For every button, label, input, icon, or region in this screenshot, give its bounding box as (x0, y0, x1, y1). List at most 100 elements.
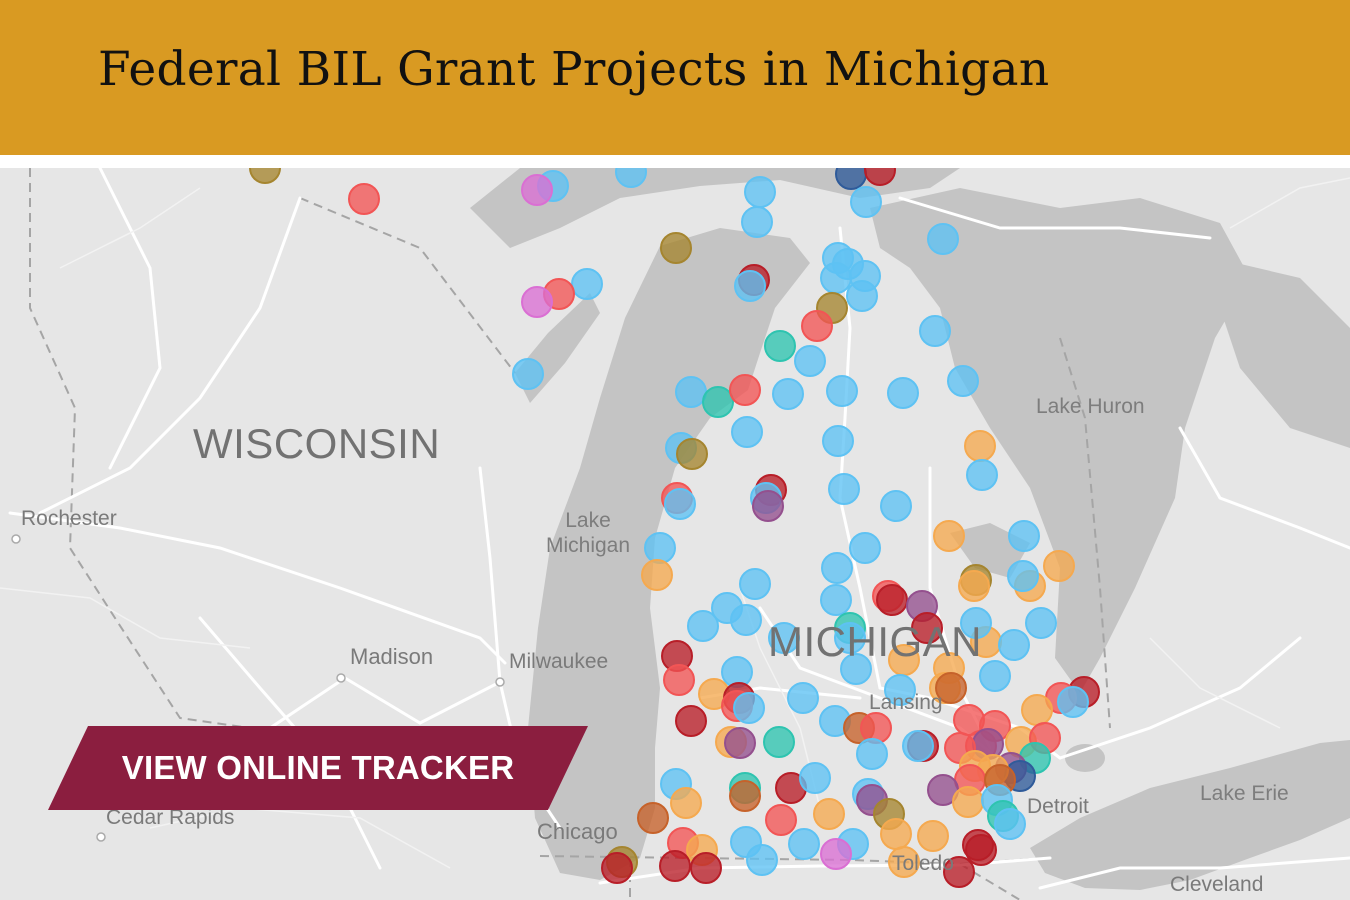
project-marker-blue[interactable] (834, 622, 866, 654)
project-marker-blue[interactable] (966, 459, 998, 491)
project-marker-blue[interactable] (746, 844, 778, 876)
project-marker-blue[interactable] (849, 532, 881, 564)
project-marker-orange[interactable] (888, 846, 920, 878)
project-marker-blue[interactable] (512, 358, 544, 390)
project-marker-brown[interactable] (637, 802, 669, 834)
project-marker-blue[interactable] (1008, 520, 1040, 552)
project-marker-blue[interactable] (902, 730, 934, 762)
project-marker-orange[interactable] (958, 570, 990, 602)
project-marker-blue[interactable] (1057, 686, 1089, 718)
project-marker-blue[interactable] (741, 206, 773, 238)
project-marker-blue[interactable] (994, 808, 1026, 840)
project-marker-red[interactable] (860, 712, 892, 744)
project-marker-blue[interactable] (794, 345, 826, 377)
project-marker-orange[interactable] (1021, 694, 1053, 726)
project-marker-blue[interactable] (799, 762, 831, 794)
project-marker-red[interactable] (348, 183, 380, 215)
project-marker-darkred[interactable] (876, 584, 908, 616)
project-marker-blue[interactable] (772, 378, 804, 410)
project-marker-darkred[interactable] (675, 705, 707, 737)
project-marker-orange[interactable] (952, 786, 984, 818)
project-marker-blue[interactable] (880, 490, 912, 522)
project-marker-orange[interactable] (917, 820, 949, 852)
project-marker-red[interactable] (801, 310, 833, 342)
project-marker-darkred[interactable] (943, 856, 975, 888)
project-marker-blue[interactable] (787, 682, 819, 714)
project-marker-darkred[interactable] (911, 612, 943, 644)
project-marker-blue[interactable] (739, 568, 771, 600)
project-marker-blue[interactable] (664, 488, 696, 520)
project-marker-teal[interactable] (764, 330, 796, 362)
project-marker-red[interactable] (729, 374, 761, 406)
project-marker-blue[interactable] (820, 262, 852, 294)
project-marker-orange[interactable] (964, 430, 996, 462)
project-marker-brown[interactable] (935, 672, 967, 704)
project-marker-navy[interactable] (835, 168, 867, 190)
project-marker-blue[interactable] (856, 738, 888, 770)
project-marker-blue[interactable] (919, 315, 951, 347)
project-marker-blue[interactable] (960, 607, 992, 639)
project-marker-blue[interactable] (1025, 607, 1057, 639)
project-marker-blue[interactable] (927, 223, 959, 255)
project-marker-darkred[interactable] (864, 168, 896, 186)
project-marker-blue[interactable] (822, 425, 854, 457)
project-marker-blue[interactable] (846, 280, 878, 312)
project-marker-orange[interactable] (880, 818, 912, 850)
project-marker-blue[interactable] (821, 552, 853, 584)
project-marker-blue[interactable] (644, 532, 676, 564)
project-markers[interactable] (249, 168, 1100, 888)
project-marker-darkred[interactable] (601, 852, 633, 884)
header-banner: Federal BIL Grant Projects in Michigan (0, 0, 1350, 155)
project-marker-teal[interactable] (702, 386, 734, 418)
project-marker-magenta[interactable] (521, 286, 553, 318)
label-cedar-rapids: Cedar Rapids (106, 806, 235, 829)
project-marker-orange[interactable] (933, 520, 965, 552)
project-marker-teal[interactable] (763, 726, 795, 758)
project-marker-blue[interactable] (884, 674, 916, 706)
project-marker-blue[interactable] (947, 365, 979, 397)
project-marker-blue[interactable] (998, 629, 1030, 661)
project-marker-blue[interactable] (730, 604, 762, 636)
project-marker-blue[interactable] (1007, 560, 1039, 592)
project-marker-blue[interactable] (615, 168, 647, 188)
project-marker-red[interactable] (663, 664, 695, 696)
label-milwaukee: Milwaukee (509, 650, 609, 673)
project-marker-blue[interactable] (734, 270, 766, 302)
project-marker-blue[interactable] (828, 473, 860, 505)
view-online-tracker-button[interactable]: VIEW ONLINE TRACKER (48, 726, 588, 810)
project-marker-blue[interactable] (979, 660, 1011, 692)
project-marker-magenta[interactable] (521, 174, 553, 206)
project-marker-blue[interactable] (768, 622, 800, 654)
project-marker-red[interactable] (765, 804, 797, 836)
project-marker-darkred[interactable] (965, 834, 997, 866)
project-marker-blue[interactable] (840, 653, 872, 685)
project-marker-olive[interactable] (249, 168, 281, 184)
project-marker-orange[interactable] (670, 787, 702, 819)
project-marker-blue[interactable] (731, 416, 763, 448)
label-michigan: MICHIGAN (768, 618, 982, 665)
project-marker-blue[interactable] (820, 584, 852, 616)
project-marker-blue[interactable] (887, 377, 919, 409)
label-lake-michigan: Lake Michigan (546, 509, 631, 558)
project-marker-olive[interactable] (676, 438, 708, 470)
project-marker-magenta[interactable] (820, 838, 852, 870)
project-marker-olive[interactable] (660, 232, 692, 264)
project-marker-blue[interactable] (850, 186, 882, 218)
project-marker-blue[interactable] (733, 692, 765, 724)
project-marker-orange[interactable] (813, 798, 845, 830)
project-marker-purple[interactable] (752, 490, 784, 522)
project-marker-orange[interactable] (641, 559, 673, 591)
project-marker-darkred[interactable] (690, 852, 722, 884)
project-marker-darkred[interactable] (659, 850, 691, 882)
project-marker-blue[interactable] (675, 376, 707, 408)
project-marker-purple[interactable] (724, 727, 756, 759)
project-marker-blue[interactable] (744, 176, 776, 208)
georgian-bay (1215, 258, 1350, 448)
project-marker-blue[interactable] (571, 268, 603, 300)
project-marker-orange[interactable] (1043, 550, 1075, 582)
project-marker-blue[interactable] (687, 610, 719, 642)
map-canvas[interactable] (0, 168, 1350, 900)
project-marker-blue[interactable] (788, 828, 820, 860)
project-marker-brown[interactable] (729, 780, 761, 812)
project-marker-blue[interactable] (826, 375, 858, 407)
